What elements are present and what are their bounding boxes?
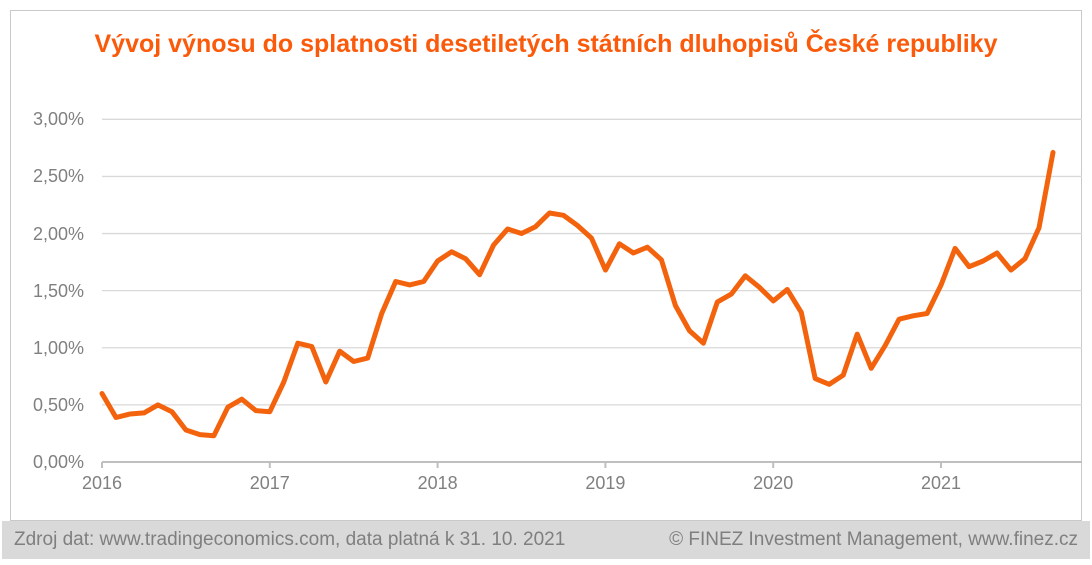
chart-frame xyxy=(10,10,1082,521)
y-axis-label: 3,00% xyxy=(32,109,84,130)
x-axis-label: 2021 xyxy=(920,473,962,493)
yield-line xyxy=(99,149,1056,439)
x-axis-label: 2019 xyxy=(585,473,626,493)
footer-credit-text: © FINEZ Investment Management, www.finez… xyxy=(669,529,1078,550)
chart-title: Vývoj výnosu do splatnosti desetiletých … xyxy=(94,30,998,58)
y-axis-label: 1,00% xyxy=(32,337,84,358)
y-axis-label: 0,00% xyxy=(32,452,84,472)
x-axis-label: 2017 xyxy=(249,473,290,493)
x-axis-label: 2018 xyxy=(417,473,458,493)
y-axis-label: 2,00% xyxy=(32,223,84,244)
y-axis-label: 1,50% xyxy=(32,280,84,301)
footer-bar: Zdroj dat: www.tradingeconomics.com, dat… xyxy=(2,521,1090,559)
x-axis-label: 2020 xyxy=(753,473,794,493)
x-axis-label: 2016 xyxy=(81,473,123,493)
y-axis-label: 0,50% xyxy=(32,394,84,415)
y-axis-label: 2,50% xyxy=(32,166,84,187)
footer-source-text: Zdroj dat: www.tradingeconomics.com, dat… xyxy=(14,529,566,550)
